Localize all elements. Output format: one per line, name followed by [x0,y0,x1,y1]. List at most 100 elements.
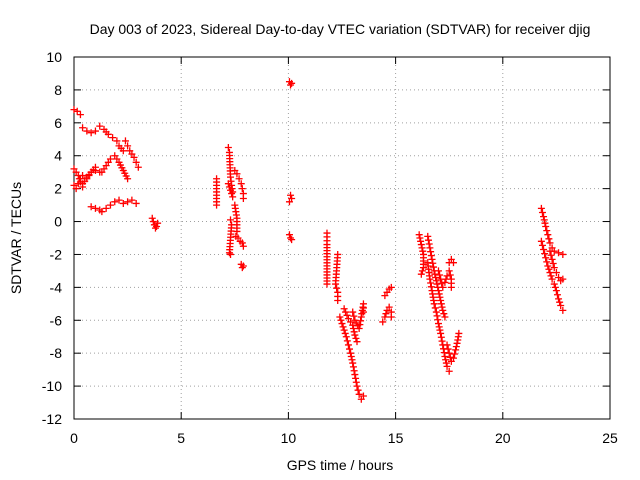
data-point-marker [87,203,95,211]
data-point-marker [546,269,554,277]
data-point-marker [130,153,138,161]
data-point-marker [115,196,123,204]
data-point-marker [424,232,432,240]
data-point-marker [355,325,363,332]
data-point-marker [73,107,81,115]
x-tick-label: 15 [388,430,404,446]
data-point-marker [417,237,425,245]
data-point-marker [239,262,247,270]
data-point-marker [98,208,106,216]
data-point-marker [233,227,241,235]
data-point-marker [437,297,445,305]
data-point-marker [344,341,352,349]
data-point-marker [436,326,444,334]
data-point-marker [442,356,450,364]
data-point-marker [427,279,435,287]
data-point-marker [347,352,355,360]
data-point-marker [352,334,360,342]
y-tick-label: -8 [50,345,63,361]
data-point-marker [429,263,437,271]
data-point-marker [113,137,121,145]
data-point-marker [228,190,236,198]
data-point-marker [432,273,440,281]
data-point-marker [431,270,439,278]
data-point-marker [419,247,427,255]
data-point-marker [547,251,555,259]
y-tick-label: -4 [50,279,63,295]
data-point-marker [545,265,553,273]
data-point-marker [435,290,443,298]
data-point-marker [540,213,548,221]
data-point-marker [382,310,390,318]
data-point-marker [552,287,560,295]
data-point-marker [350,328,358,336]
data-point-marker [546,247,554,255]
data-point-marker [83,127,91,135]
data-point-marker [342,308,350,316]
data-point-marker [79,171,87,179]
y-axis-label: SDTVAR / TECUs [8,182,24,294]
data-point-marker [441,352,449,360]
data-point-marker [104,130,112,138]
data-point-marker [449,259,457,267]
data-point-marker [446,271,454,279]
data-point-marker [445,367,453,375]
data-point-marker [336,313,344,321]
plot-area-border [73,56,611,420]
data-point-marker [417,270,425,278]
data-point-marker [349,359,357,367]
data-points [70,78,567,403]
y-tick-label: 8 [54,82,62,98]
data-point-marker [441,313,449,321]
gridlines [74,57,610,419]
data-point-marker [347,349,355,357]
data-point-marker [434,287,442,295]
data-point-marker [543,227,551,235]
data-point-marker [239,242,247,250]
data-point-marker [238,185,246,193]
data-point-marker [359,392,367,400]
data-point-marker [435,323,443,331]
data-point-marker [132,158,140,166]
data-point-marker [128,196,136,204]
data-point-marker [124,198,132,206]
data-point-marker [427,252,435,260]
data-point-marker [287,191,295,199]
data-point-marker [437,329,445,337]
data-point-marker [134,163,142,171]
data-point-marker [431,304,439,312]
y-tick-label: 10 [46,49,62,65]
data-point-marker [552,269,560,277]
data-point-marker [148,214,156,222]
data-point-marker [447,283,455,291]
data-point-marker [426,275,434,283]
data-point-marker [556,298,564,306]
data-point-marker [438,279,446,287]
data-point-marker [352,378,360,386]
data-point-marker [555,249,563,257]
data-point-marker [285,198,293,206]
data-point-marker [445,349,453,357]
data-point-marker [119,199,127,207]
data-point-marker [76,111,84,119]
y-tick-label: 4 [54,148,62,164]
data-point-marker [385,303,393,311]
data-point-marker [229,193,237,201]
data-point-marker [346,345,354,353]
data-point-marker [544,262,552,270]
data-point-marker [343,337,351,345]
data-point-marker [442,359,450,367]
data-point-marker [233,170,241,178]
data-point-marker [445,267,453,275]
data-point-marker [559,306,567,314]
data-point-marker [547,272,555,280]
data-point-marker [342,333,350,341]
data-point-marker [225,249,233,257]
data-point-marker [352,374,360,382]
data-point-marker [446,353,454,361]
data-point-marker [541,219,549,227]
chart-title: Day 003 of 2023, Sidereal Day-to-day VTE… [90,21,591,37]
data-point-marker [334,297,342,305]
y-tick-label: 6 [54,115,62,131]
